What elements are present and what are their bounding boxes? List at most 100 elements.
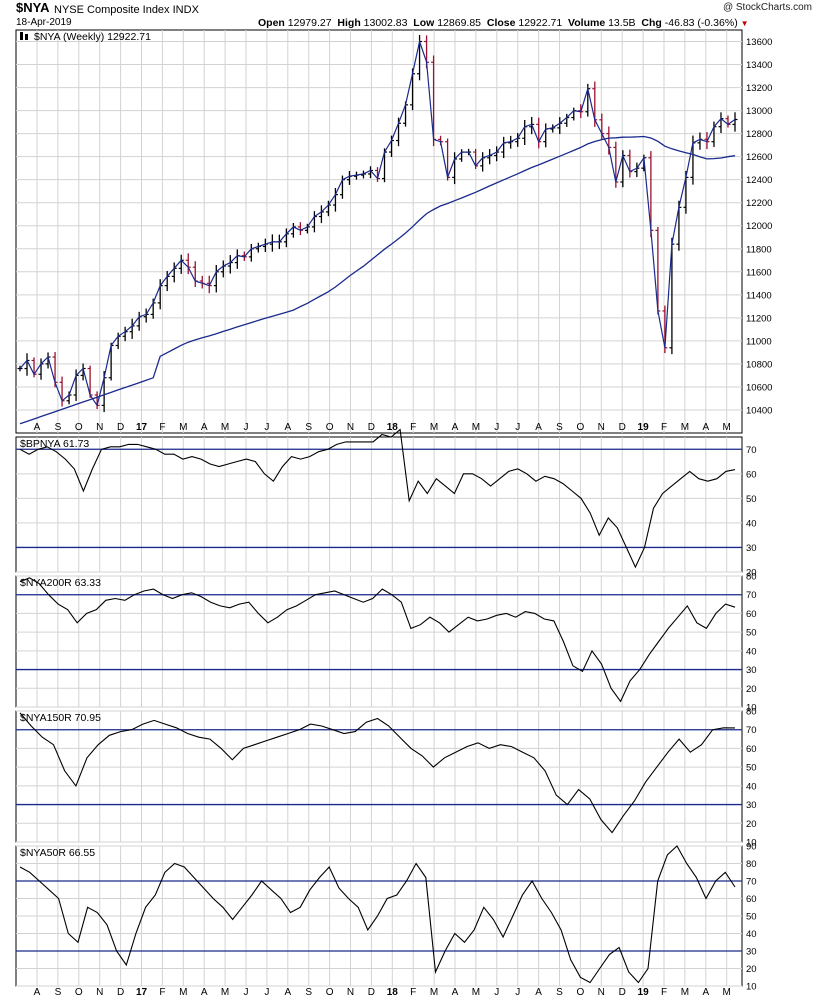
close-line xyxy=(19,39,736,407)
x-tick-label: D xyxy=(368,987,375,998)
y-tick-label: 12600 xyxy=(746,152,772,163)
close-value: 12922.71 xyxy=(518,17,563,29)
x-tick-label: D xyxy=(619,987,626,998)
symbol: $NYA xyxy=(16,0,50,15)
y-tick-label: 30 xyxy=(746,800,757,811)
x-tick-label: D xyxy=(117,422,124,433)
x-tick-label: N xyxy=(598,987,605,998)
x-tick-label: 17 xyxy=(136,422,148,433)
x-tick-label: O xyxy=(577,422,585,433)
y-tick-label: 30 xyxy=(746,947,757,958)
credit-link[interactable]: @ StockCharts.com xyxy=(722,2,812,13)
low-value: 12869.85 xyxy=(437,17,482,29)
open-label: Open xyxy=(258,17,285,29)
y-tick-label: 60 xyxy=(746,894,757,905)
close-label: Close xyxy=(486,17,516,29)
y-tick-label: 12200 xyxy=(746,198,772,209)
y-tick-label: 60 xyxy=(746,469,757,480)
x-tick-label: 18 xyxy=(387,422,399,433)
y-tick-label: 80 xyxy=(746,707,757,718)
y-tick-label: 50 xyxy=(746,763,757,774)
x-tick-label: N xyxy=(347,422,354,433)
x-tick-label: O xyxy=(75,422,83,433)
y-tick-label: 11600 xyxy=(746,267,772,278)
y-tick-label: 13600 xyxy=(746,37,772,48)
ohlc-summary: Open 12979.27 High 13002.83 Low 12869.85… xyxy=(258,17,749,30)
x-tick-label: D xyxy=(368,422,375,433)
y-tick-label: 40 xyxy=(746,929,757,940)
x-tick-label: M xyxy=(723,422,731,433)
y-tick-label: 20 xyxy=(746,568,757,579)
panel-frame xyxy=(15,436,743,573)
y-tick-label: 80 xyxy=(746,572,757,583)
panel-title: $NYA200R 63.33 xyxy=(20,577,101,589)
y-tick-label: 13400 xyxy=(746,60,772,71)
high-label: High xyxy=(337,17,361,29)
x-tick-label: M xyxy=(221,422,229,433)
y-tick-label: 11000 xyxy=(746,336,772,347)
x-tick-label: A xyxy=(452,422,459,433)
x-tick-label: O xyxy=(75,987,83,998)
x-tick-label: A xyxy=(702,987,709,998)
x-tick-label: M xyxy=(472,422,480,433)
x-tick-label: F xyxy=(410,987,416,998)
x-tick-label: J xyxy=(494,422,499,433)
y-tick-label: 40 xyxy=(746,781,757,792)
x-tick-label: 18 xyxy=(387,987,399,998)
moving-average-line xyxy=(19,135,736,425)
bar-chart-icon xyxy=(20,32,23,40)
exchange-label: INDX xyxy=(172,4,199,16)
y-tick-label: 12800 xyxy=(746,129,772,140)
open-value: 12979.27 xyxy=(287,17,332,29)
y-tick-label: 20 xyxy=(746,684,757,695)
x-tick-label: J xyxy=(515,987,520,998)
x-tick-label: J xyxy=(515,422,520,433)
y-tick-label: 10 xyxy=(746,982,757,993)
y-tick-label: 11400 xyxy=(746,290,772,301)
y-tick-label: 70 xyxy=(746,590,757,601)
panel-title: $NYA50R 66.55 xyxy=(20,847,95,859)
y-tick-label: 10800 xyxy=(746,359,772,370)
x-tick-label: D xyxy=(117,987,124,998)
x-tick-label: N xyxy=(96,422,103,433)
indicator-line xyxy=(19,428,736,569)
x-tick-label: A xyxy=(284,987,291,998)
down-triangle-icon: ▼ xyxy=(740,19,749,28)
x-tick-label: S xyxy=(556,987,563,998)
y-tick-label: 11800 xyxy=(746,244,772,255)
x-tick-label: M xyxy=(681,987,689,998)
x-tick-label: A xyxy=(535,422,542,433)
y-tick-label: 40 xyxy=(746,646,757,657)
y-tick-label: 12400 xyxy=(746,175,772,186)
x-tick-label: A xyxy=(702,422,709,433)
bar-chart-icon xyxy=(25,34,28,40)
y-tick-label: 10400 xyxy=(746,405,772,416)
y-tick-label: 12000 xyxy=(746,221,772,232)
index-name: NYSE Composite Index xyxy=(54,4,170,16)
panel-title: $NYA150R 70.95 xyxy=(20,712,101,724)
x-tick-label: S xyxy=(305,987,312,998)
x-tick-label: J xyxy=(494,987,499,998)
x-tick-label: A xyxy=(34,987,41,998)
x-tick-label: A xyxy=(535,987,542,998)
y-tick-label: 20 xyxy=(746,819,757,830)
x-tick-label: N xyxy=(96,987,103,998)
low-label: Low xyxy=(413,17,435,29)
x-tick-label: S xyxy=(55,422,62,433)
volume-value: 13.5B xyxy=(608,17,636,29)
x-tick-label: N xyxy=(347,987,354,998)
x-tick-label: F xyxy=(661,987,667,998)
x-tick-label: S xyxy=(55,987,62,998)
y-tick-label: 70 xyxy=(746,445,757,456)
y-tick-label: 90 xyxy=(746,842,757,853)
x-tick-label: 17 xyxy=(136,987,148,998)
chg-label: Chg xyxy=(641,17,662,29)
y-tick-label: 60 xyxy=(746,744,757,755)
y-tick-label: 11200 xyxy=(746,313,772,324)
x-tick-label: F xyxy=(159,987,165,998)
y-tick-label: 40 xyxy=(746,518,757,529)
y-tick-label: 30 xyxy=(746,543,757,554)
x-tick-label: A xyxy=(34,422,41,433)
y-tick-label: 10 xyxy=(746,838,757,849)
x-tick-label: J xyxy=(264,422,269,433)
